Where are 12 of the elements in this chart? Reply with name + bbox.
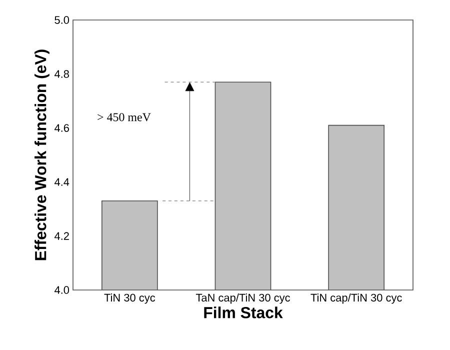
x-tick-label: TaN cap/TiN 30 cyc [196,294,290,304]
y-tick-label: 4.4 [54,178,70,186]
y-tick-label: 4.6 [54,124,69,132]
x-tick-label: TiN 30 cyc [104,294,156,304]
annotation: > 450 meV [98,113,151,122]
x-axis-title: Film Stack [204,306,283,318]
y-tick-label: 4.0 [54,286,70,294]
y-tick-label: 4.2 [54,232,69,240]
y-tick-label: 4.8 [54,70,69,78]
x-tick-label: TiN cap/TiN 30 cyc [310,294,402,304]
y-tick-label: 5.0 [54,16,70,24]
y-axis-title: Effective Work function (eV) [34,50,50,260]
